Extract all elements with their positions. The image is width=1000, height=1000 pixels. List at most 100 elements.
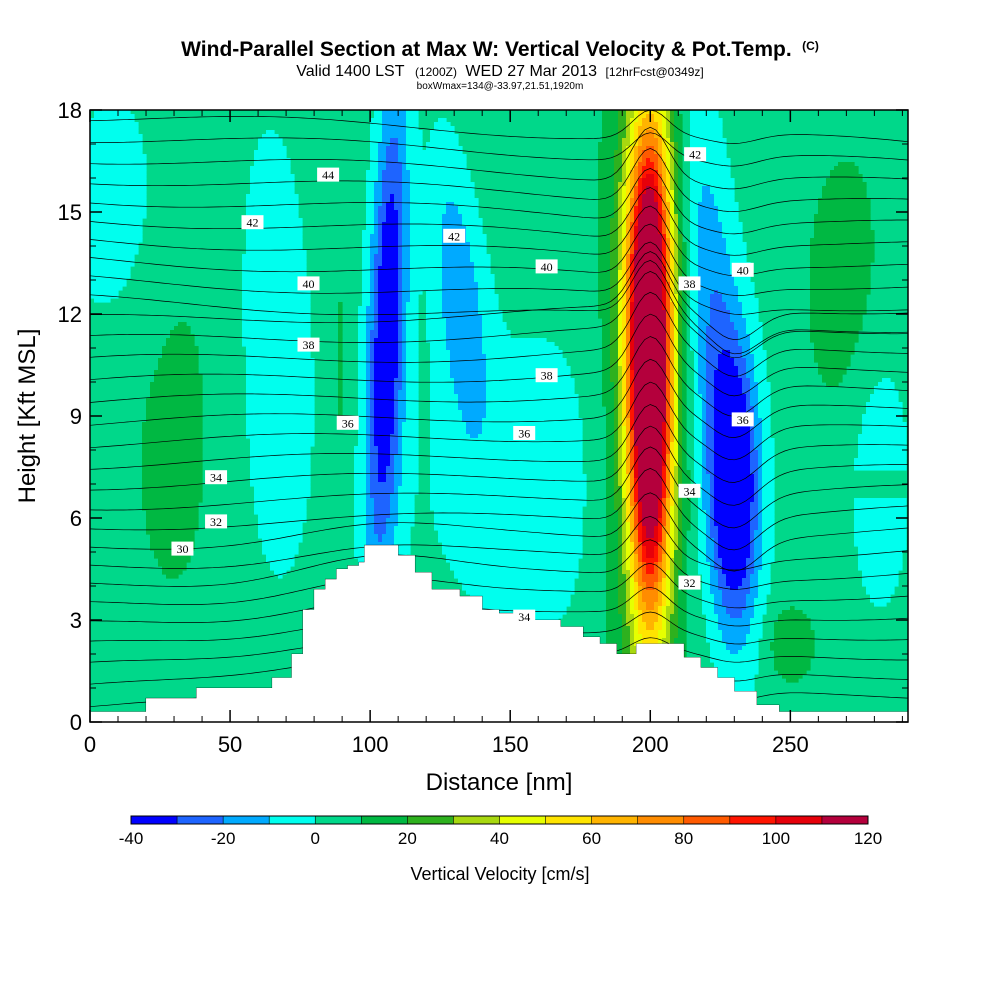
velocity-cell	[714, 474, 755, 479]
velocity-cell	[382, 118, 407, 123]
velocity-cell	[622, 222, 627, 227]
velocity-cell	[454, 574, 579, 579]
velocity-cell	[698, 346, 707, 351]
velocity-cell	[602, 334, 611, 339]
velocity-cell	[246, 434, 315, 439]
velocity-cell	[682, 522, 691, 527]
velocity-cell	[370, 458, 379, 463]
velocity-cell	[642, 578, 659, 583]
velocity-cell	[410, 250, 443, 255]
velocity-cell	[458, 206, 479, 211]
velocity-cell	[750, 390, 759, 395]
velocity-cell	[630, 174, 635, 179]
velocity-cell	[250, 186, 295, 191]
velocity-cell	[634, 510, 639, 515]
velocity-cell	[622, 450, 627, 455]
velocity-cell	[634, 374, 667, 379]
velocity-cell	[702, 442, 707, 447]
velocity-cell	[662, 234, 667, 239]
velocity-cell	[622, 458, 627, 463]
velocity-cell	[674, 246, 679, 251]
velocity-cell	[706, 618, 719, 623]
velocity-cell	[370, 422, 375, 427]
velocity-cell	[398, 510, 415, 515]
velocity-cell	[698, 314, 711, 319]
velocity-cell	[694, 434, 703, 439]
velocity-cell	[374, 274, 379, 279]
velocity-cell	[430, 430, 467, 435]
velocity-cell	[622, 418, 627, 423]
velocity-cell	[382, 170, 403, 175]
velocity-cell	[854, 458, 907, 463]
velocity-cell	[758, 514, 763, 519]
velocity-cell	[762, 446, 775, 451]
velocity-cell	[622, 282, 627, 287]
velocity-cell	[718, 354, 731, 359]
velocity-cell	[246, 198, 299, 203]
velocity-cell	[366, 326, 375, 331]
velocity-cell	[614, 446, 619, 451]
velocity-cell	[638, 186, 643, 191]
velocity-cell	[402, 274, 411, 279]
velocity-cell	[378, 314, 399, 319]
velocity-cell	[670, 398, 675, 403]
velocity-cell	[618, 578, 627, 583]
velocity-cell	[666, 222, 671, 227]
velocity-cell	[246, 226, 303, 231]
velocity-cell	[758, 450, 763, 455]
velocity-cell	[618, 454, 623, 459]
velocity-cell	[382, 534, 395, 539]
velocity-cell	[366, 170, 379, 175]
velocity-cell	[618, 322, 623, 327]
velocity-cell	[618, 234, 623, 239]
velocity-cell	[366, 382, 371, 387]
velocity-cell	[630, 246, 635, 251]
velocity-cell	[370, 150, 379, 155]
velocity-cell	[394, 406, 399, 411]
velocity-cell	[722, 630, 751, 635]
velocity-cell	[402, 378, 407, 383]
velocity-cell	[666, 434, 671, 439]
velocity-cell	[630, 426, 635, 431]
velocity-cell	[618, 462, 623, 467]
isentrope-line	[90, 260, 908, 355]
velocity-cell	[666, 542, 671, 547]
velocity-cell	[706, 542, 715, 547]
velocity-cell	[622, 246, 627, 251]
velocity-cell	[242, 314, 311, 319]
velocity-cell	[670, 526, 675, 531]
velocity-cell	[618, 242, 623, 247]
velocity-cell	[430, 394, 459, 399]
velocity-cell	[634, 210, 639, 215]
velocity-cell	[750, 502, 759, 507]
velocity-cell	[366, 498, 375, 503]
velocity-cell	[626, 354, 631, 359]
velocity-cell	[630, 350, 635, 355]
velocity-cell	[398, 494, 415, 499]
velocity-cell	[630, 650, 639, 655]
velocity-cell	[358, 310, 367, 315]
velocity-cell	[614, 210, 619, 215]
velocity-cell	[630, 474, 635, 479]
velocity-cell	[662, 530, 667, 535]
velocity-cell	[678, 330, 683, 335]
velocity-cell	[706, 622, 719, 627]
velocity-cell	[362, 250, 371, 255]
colorbar-tick-label: -40	[119, 829, 144, 848]
velocity-cell	[618, 546, 623, 551]
velocity-cell	[674, 202, 679, 207]
velocity-cell	[634, 498, 639, 503]
velocity-cell	[662, 430, 667, 435]
velocity-cell	[370, 270, 375, 275]
velocity-cell	[814, 230, 875, 235]
velocity-cell	[606, 434, 615, 439]
velocity-cell	[630, 142, 635, 147]
velocity-cell	[630, 610, 639, 615]
velocity-cell	[366, 226, 375, 231]
velocity-cell	[598, 306, 611, 311]
velocity-cell	[150, 394, 203, 399]
velocity-cell	[374, 198, 383, 203]
velocity-cell	[810, 334, 859, 339]
velocity-cell	[402, 286, 411, 291]
velocity-cell	[406, 390, 419, 395]
